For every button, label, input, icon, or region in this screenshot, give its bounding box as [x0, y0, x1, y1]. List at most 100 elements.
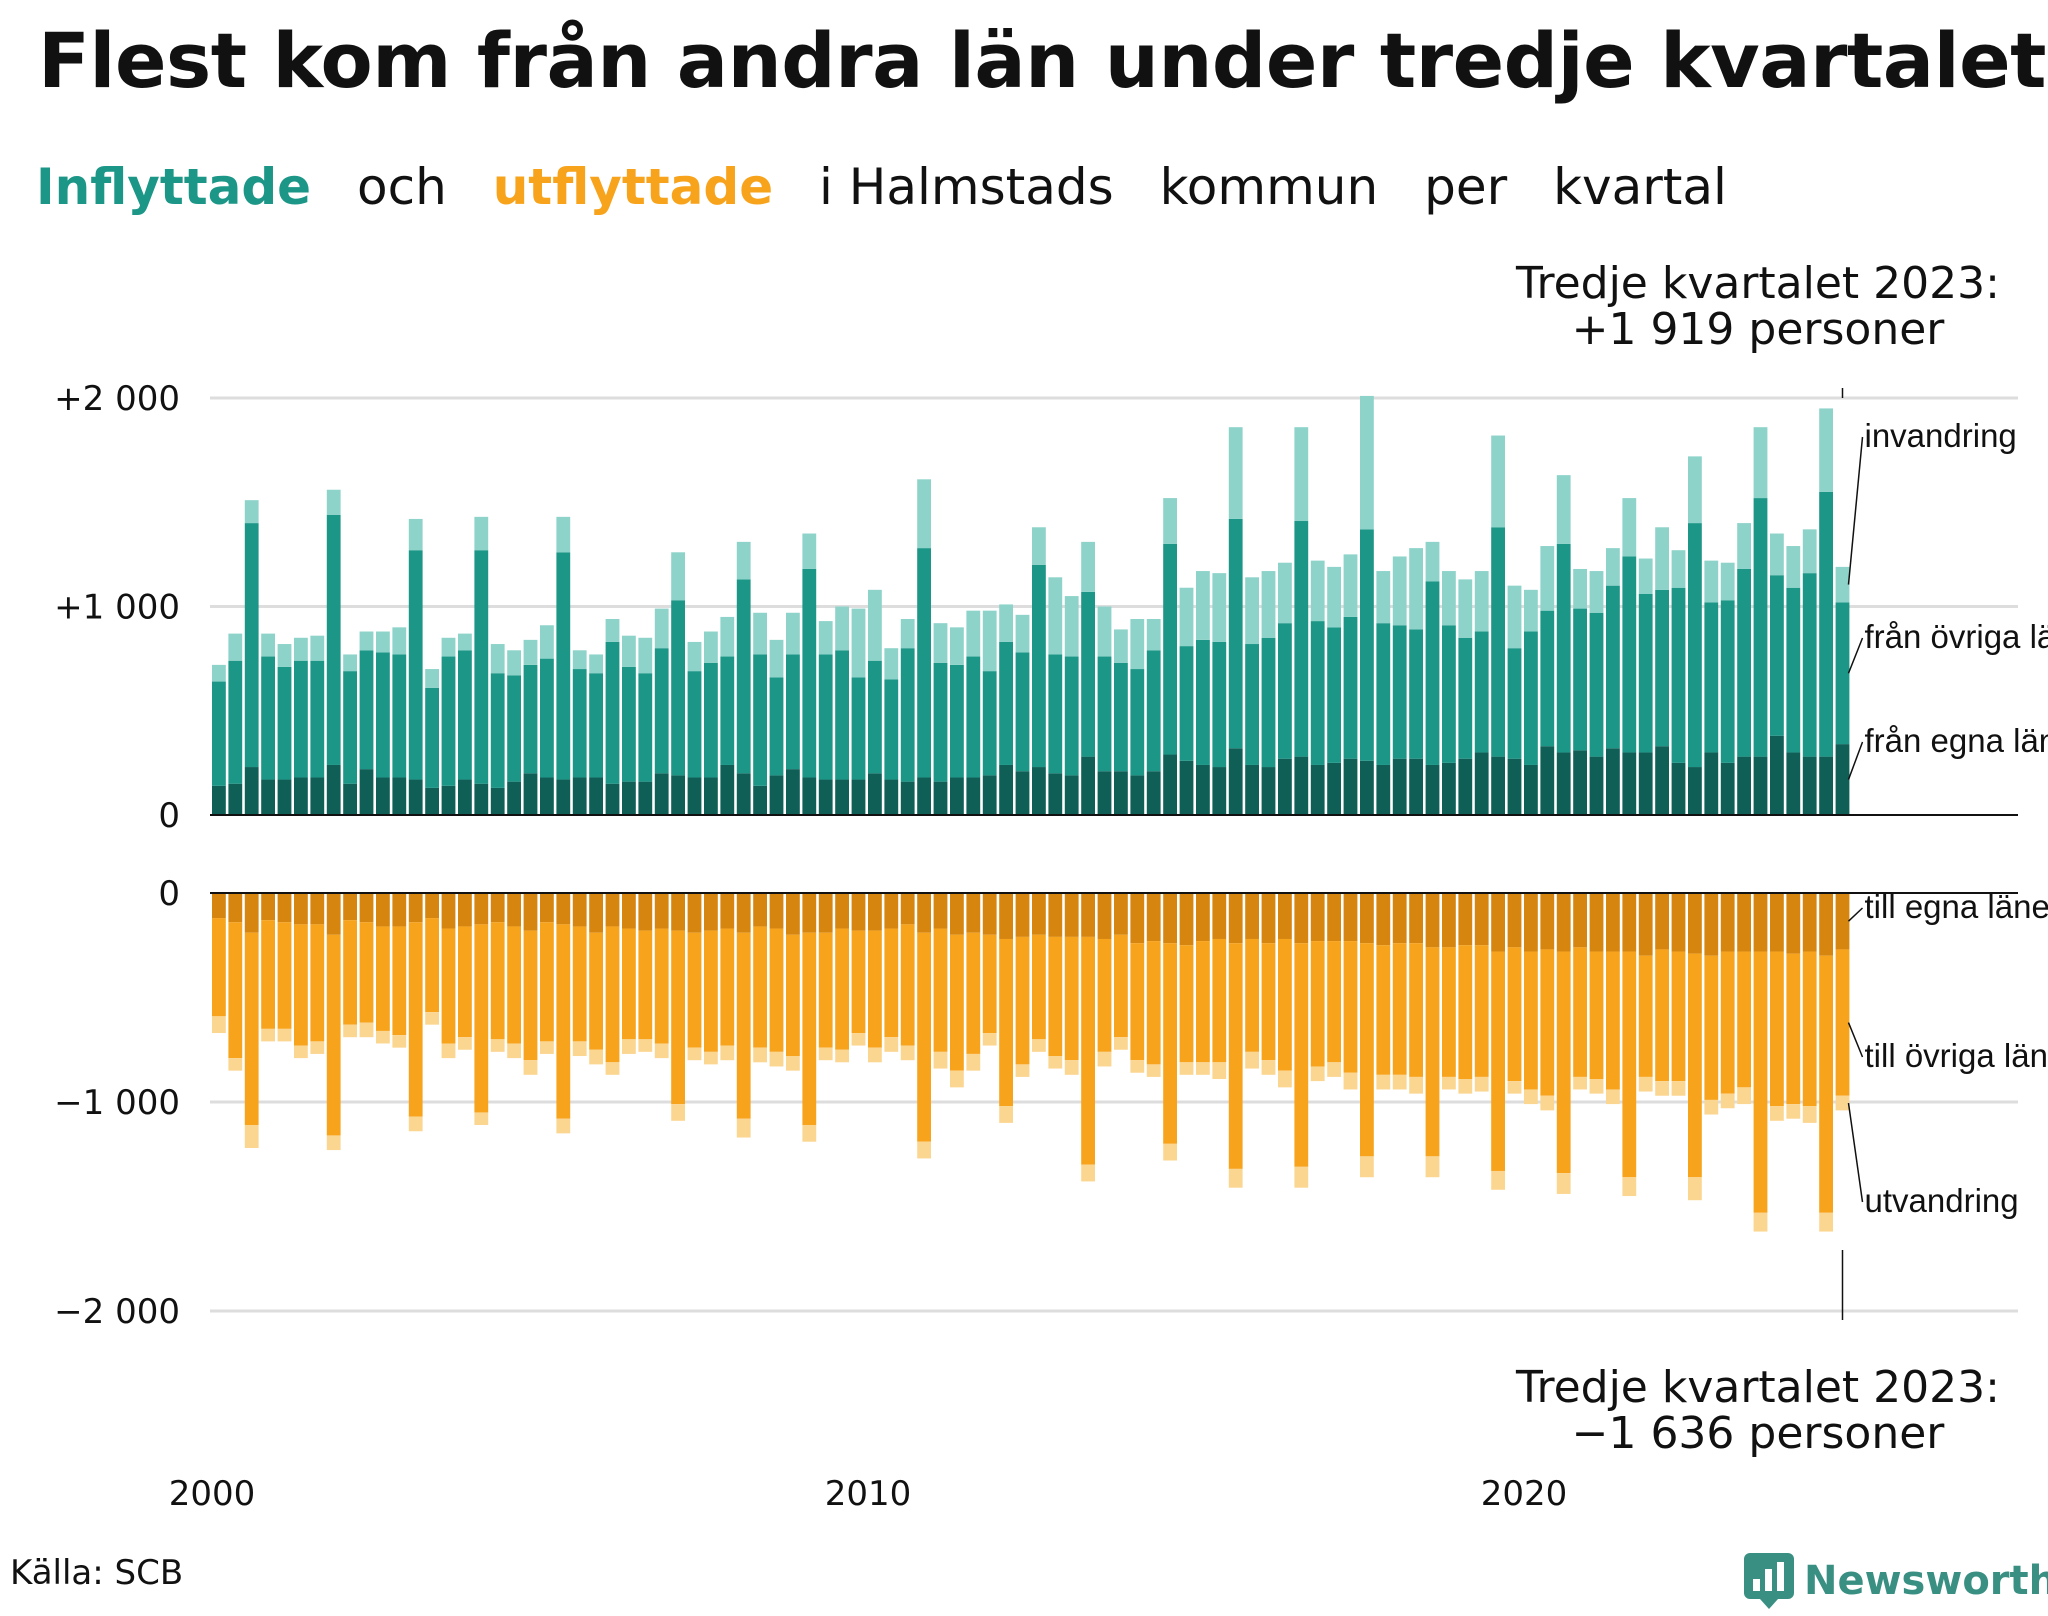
bar-out-0 [688, 893, 702, 933]
bar-out-1 [442, 929, 456, 1044]
bar-out-1 [753, 926, 767, 1047]
bar-in-1 [573, 669, 587, 777]
bar-in-2 [1836, 567, 1850, 602]
series-label-in: från övriga län [1865, 618, 2048, 655]
bar-in-2 [343, 654, 357, 671]
bar-out-1 [1786, 954, 1800, 1104]
bar-out-0 [491, 893, 505, 922]
bar-in-2 [425, 669, 439, 688]
bar-in-2 [1360, 396, 1374, 529]
bar-in-1 [261, 657, 275, 780]
bar-in-2 [622, 636, 636, 667]
bar-out-0 [1508, 893, 1522, 947]
bar-in-2 [1147, 619, 1161, 650]
bar-out-0 [573, 893, 587, 926]
bar-in-0 [1688, 767, 1702, 815]
bar-out-0 [1196, 893, 1210, 941]
bar-out-1 [1458, 945, 1472, 1079]
bar-out-0 [1458, 893, 1472, 945]
bar-in-1 [1458, 638, 1472, 759]
bar-in-1 [1508, 648, 1522, 759]
bar-out-0 [1819, 893, 1833, 956]
bar-out-0 [671, 893, 685, 931]
bar-in-0 [868, 773, 882, 815]
bar-out-1 [212, 918, 226, 1016]
bar-in-0 [1704, 752, 1718, 815]
x-tick-label: 2010 [825, 1474, 912, 1514]
bar-in-0 [1180, 761, 1194, 815]
bar-out-2 [1327, 1062, 1341, 1077]
bar-out-1 [688, 933, 702, 1048]
bar-in-1 [1393, 625, 1407, 758]
bar-out-2 [934, 1052, 948, 1069]
bar-out-0 [1672, 893, 1686, 952]
bar-out-2 [1737, 1087, 1751, 1104]
bar-in-1 [1294, 521, 1308, 757]
bar-in-2 [753, 613, 767, 655]
bar-out-1 [819, 933, 833, 1048]
bar-in-1 [360, 650, 374, 769]
bar-in-1 [589, 673, 603, 777]
bar-in-2 [1114, 629, 1128, 662]
bar-out-2 [392, 1035, 406, 1048]
bar-out-1 [1754, 952, 1768, 1213]
bar-out-1 [1803, 952, 1817, 1107]
bar-in-2 [392, 627, 406, 654]
bar-out-0 [1278, 893, 1292, 939]
bar-in-2 [589, 654, 603, 673]
bar-in-2 [1032, 527, 1046, 565]
bar-out-1 [1639, 956, 1653, 1077]
bar-out-2 [1229, 1169, 1243, 1188]
bar-out-2 [983, 1033, 997, 1046]
bar-in-1 [1032, 565, 1046, 767]
bar-out-1 [1409, 943, 1423, 1077]
bar-out-2 [901, 1046, 915, 1061]
bar-out-1 [327, 935, 341, 1136]
bar-in-0 [212, 786, 226, 815]
bar-in-1 [1147, 650, 1161, 771]
bar-out-0 [1065, 893, 1079, 937]
bar-out-0 [934, 893, 948, 929]
bar-in-2 [1327, 567, 1341, 627]
bar-in-1 [540, 659, 554, 778]
bar-in-1 [392, 654, 406, 777]
bar-in-1 [507, 675, 521, 781]
bar-in-0 [1524, 765, 1538, 815]
bar-out-1 [934, 929, 948, 1052]
bar-out-2 [884, 1037, 898, 1052]
bar-out-1 [1196, 941, 1210, 1062]
bar-out-0 [655, 893, 669, 929]
bar-out-1 [1836, 949, 1850, 1095]
bar-in-0 [458, 780, 472, 815]
bar-in-0 [753, 786, 767, 815]
bar-out-0 [1360, 893, 1374, 943]
bar-out-0 [1540, 893, 1554, 949]
bar-in-0 [278, 780, 292, 815]
bar-in-1 [409, 550, 423, 779]
bar-out-0 [1786, 893, 1800, 954]
bar-out-2 [671, 1104, 685, 1121]
bar-out-1 [884, 929, 898, 1038]
bar-out-1 [474, 924, 488, 1112]
bar-out-0 [524, 893, 538, 931]
bar-out-1 [704, 931, 718, 1052]
bar-in-2 [1688, 456, 1702, 523]
bar-out-1 [540, 922, 554, 1041]
bar-out-2 [1376, 1075, 1390, 1090]
bar-in-2 [360, 632, 374, 651]
bar-in-2 [261, 634, 275, 657]
bar-out-2 [540, 1041, 554, 1054]
bar-out-1 [1048, 937, 1062, 1056]
bar-out-1 [1393, 943, 1407, 1075]
bar-out-0 [1573, 893, 1587, 947]
bar-in-0 [376, 777, 390, 815]
bar-in-2 [1606, 548, 1620, 586]
bar-in-1 [1737, 569, 1751, 757]
bar-in-1 [376, 652, 390, 777]
bar-out-2 [1098, 1052, 1112, 1067]
bar-out-2 [556, 1119, 570, 1134]
bar-in-0 [819, 780, 833, 815]
bar-out-2 [1130, 1060, 1144, 1073]
bar-in-1 [1491, 527, 1505, 756]
bar-in-0 [999, 765, 1013, 815]
